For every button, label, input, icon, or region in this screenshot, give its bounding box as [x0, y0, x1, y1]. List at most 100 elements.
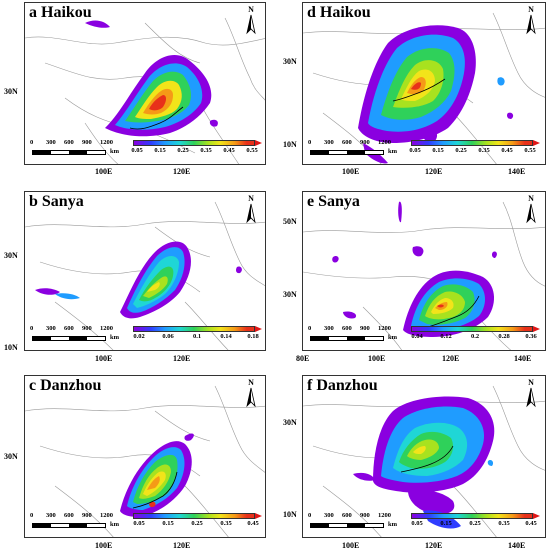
scale-label: 600: [64, 325, 74, 332]
scale-unit: km: [110, 148, 120, 155]
colorbar: 0.05 0.15 0.25 0.35 0.45: [133, 513, 262, 533]
scale-bar: 0 300 600 900 1200 km: [306, 325, 406, 347]
y-tick-label: 30N: [283, 57, 297, 66]
y-tick-label: 50N: [283, 217, 297, 226]
colorbar-tick: 0.15: [154, 147, 166, 154]
colorbar-tick: 0.25: [177, 147, 189, 154]
colorbar-tick: 0.04: [411, 333, 423, 340]
colorbar-tick: 0.15: [440, 520, 452, 527]
north-label: N: [248, 5, 254, 14]
x-tick-label: 120E: [173, 541, 191, 550]
colorbar-arrow: [255, 140, 262, 146]
colorbar-tick: 0.45: [525, 520, 537, 527]
y-tick-label: 30N: [283, 290, 297, 299]
scale-label: 1200: [100, 325, 113, 332]
colorbar-arrow: [533, 513, 540, 519]
colorbar-tick: 0.12: [440, 333, 452, 340]
scale-label: 300: [324, 139, 334, 146]
colorbar-tick: 0.55: [524, 147, 536, 154]
x-tick-label: 100E: [342, 167, 360, 176]
scale-label: 600: [64, 512, 74, 519]
scale-bar: 0 300 600 900 1200 km: [28, 139, 128, 161]
x-tick-label: 100E: [368, 354, 386, 363]
colorbar-gradient: [133, 140, 255, 146]
north-arrow-icon: N: [525, 194, 537, 226]
colorbar-tick: 0.15: [162, 520, 174, 527]
scale-label: 900: [82, 139, 92, 146]
north-arrow-icon: N: [245, 378, 257, 410]
colorbar-tick: 0.35: [200, 147, 212, 154]
map-panel-b: b Sanya N 0 300 600 900 1200 km 0.02 0.0…: [24, 191, 266, 351]
x-tick-label: 120E: [442, 354, 460, 363]
scale-bar-graphic: [32, 336, 106, 341]
colorbar-tick: 0.05: [409, 147, 421, 154]
colorbar: 0.05 0.15 0.25 0.35 0.45 0.55: [409, 140, 540, 160]
colorbar-arrow: [533, 326, 540, 332]
map-panel-e: e Sanya N 0 300 600 900 1200 km 0.04 0.1…: [302, 191, 546, 351]
colorbar-arrow: [255, 513, 262, 519]
panel-d-title: d Haikou: [307, 4, 371, 21]
scale-bar-graphic: [310, 523, 384, 528]
colorbar: 0.05 0.15 0.25 0.35 0.45: [411, 513, 540, 533]
map-canvas-d: [303, 12, 545, 164]
colorbar-gradient: [133, 513, 255, 519]
north-label: N: [528, 5, 534, 14]
map-canvas-e: [303, 201, 545, 350]
colorbar-tick: 0.25: [191, 520, 203, 527]
north-arrow-icon: N: [245, 194, 257, 226]
x-tick-label: 100E: [95, 541, 113, 550]
colorbar-tick: 0.14: [220, 333, 232, 340]
x-tick-label: 140E: [508, 541, 526, 550]
x-tick-label: 120E: [173, 354, 191, 363]
scale-unit: km: [388, 148, 398, 155]
scale-label: 1200: [100, 139, 113, 146]
scale-unit: km: [110, 521, 120, 528]
scale-label: 0: [30, 512, 34, 519]
colorbar-gradient: [411, 140, 533, 146]
scale-label: 600: [342, 139, 352, 146]
map-panel-c: c Danzhou N 0 300 600 900 1200 km 0.05 0…: [24, 375, 266, 538]
x-tick-label: 100E: [95, 167, 113, 176]
colorbar-tick: 0.15: [432, 147, 444, 154]
y-tick-label: 30N: [283, 418, 297, 427]
colorbar-tick: 0.25: [455, 147, 467, 154]
y-tick-label: 30N: [4, 251, 18, 260]
colorbar-gradient: [133, 326, 255, 332]
x-tick-label: 80E: [296, 354, 310, 363]
north-arrow-icon: N: [525, 5, 537, 37]
scale-bar-graphic: [310, 150, 384, 155]
scale-bar: 0 300 600 900 1200 km: [28, 512, 128, 534]
scale-label: 0: [308, 512, 312, 519]
north-label: N: [528, 194, 534, 203]
map-canvas-c: [25, 385, 265, 537]
north-label: N: [248, 378, 254, 387]
scale-bar: 0 300 600 900 1200 km: [306, 139, 406, 161]
scale-label: 600: [342, 512, 352, 519]
colorbar-tick: 0.05: [133, 520, 145, 527]
scale-label: 1200: [378, 512, 391, 519]
scale-label: 300: [46, 139, 56, 146]
x-tick-label: 140E: [514, 354, 532, 363]
scale-bar-graphic: [32, 523, 106, 528]
panel-a-title: a Haikou: [29, 4, 92, 21]
scale-label: 0: [30, 139, 34, 146]
north-label: N: [248, 194, 254, 203]
scale-label: 300: [324, 325, 334, 332]
map-canvas-a: [25, 17, 265, 164]
scale-label: 900: [360, 325, 370, 332]
scale-label: 0: [308, 139, 312, 146]
north-arrow-icon: N: [245, 5, 257, 37]
colorbar-tick: 0.36: [525, 333, 537, 340]
colorbar-gradient: [411, 513, 533, 519]
scale-label: 600: [342, 325, 352, 332]
scale-label: 300: [46, 512, 56, 519]
x-tick-label: 120E: [425, 541, 443, 550]
colorbar: 0.02 0.06 0.1 0.14 0.18: [133, 326, 262, 346]
panel-f-title: f Danzhou: [307, 377, 378, 394]
x-tick-label: 140E: [508, 167, 526, 176]
colorbar-tick: 0.25: [469, 520, 481, 527]
scale-label: 0: [308, 325, 312, 332]
scale-label: 1200: [100, 512, 113, 519]
y-tick-label: 10N: [283, 510, 297, 519]
scale-bar: 0 300 600 900 1200 km: [28, 325, 128, 347]
